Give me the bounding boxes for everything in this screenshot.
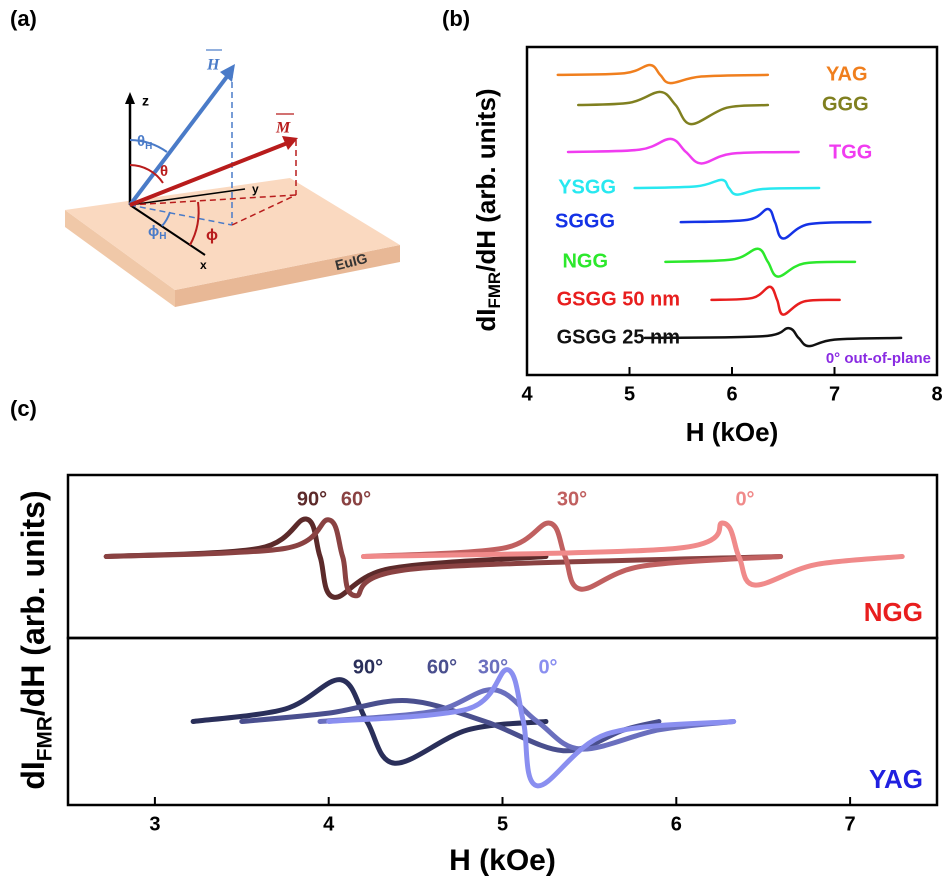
y-axis [129,188,246,206]
x-tick-label: 3 [149,813,160,835]
series-line [577,90,770,126]
angle-sub: H [145,141,152,152]
series-line [556,63,770,85]
x-axis-label: H (kOe) [686,417,778,447]
panel-label: (a) [10,6,37,31]
vector-label: M [275,120,291,137]
subplot-label: YAG [869,764,923,794]
h-vector [128,68,234,207]
series-label: 60° [341,488,371,510]
slab-front [175,245,400,307]
y-axis-label-part: /dH (arb. units) [471,88,501,271]
arrowhead [125,92,135,104]
series-line [360,520,905,588]
series-line [643,326,903,348]
theta-h-arc [129,139,168,153]
y-axis-label-part: dI [471,308,501,331]
x-tick-label: 8 [931,383,942,405]
m-vector [129,140,291,207]
series-label: 0° [735,488,754,510]
series-line [664,247,857,278]
x-axis-label: H (kOe) [449,844,556,877]
y-axis-label-part: dI [15,761,51,789]
series-label: GSGG 50 nm [557,288,680,310]
x-tick-label: 4 [521,383,533,405]
x-tick-label: 7 [829,383,840,405]
m-projection [129,194,297,206]
x-tick-label: 6 [726,383,737,405]
series-line [566,137,800,165]
series-line [103,516,549,600]
annotation: 0° out-of-plane [826,350,931,367]
series-label: 30° [557,488,587,510]
x-axis [129,204,206,256]
angle-symbol: θ [137,133,145,150]
axis-label: x [200,258,207,272]
slab-top [65,178,400,290]
series-line [326,667,737,789]
angle-sub: H [159,231,166,242]
series-label: 90° [297,488,327,510]
panel-a: (a) z y x H M θH θ ϕH ϕ EuIG [10,6,400,307]
angle-label: ϕ [206,227,218,244]
series-line [633,178,821,196]
film-label: EuIG [333,250,369,273]
series-line [103,517,784,599]
x-tick-label: 5 [624,383,635,405]
y-axis-label: dIFMR/dH (arb. units) [471,88,504,331]
x-tick-label: 6 [671,813,682,835]
series-line [710,285,841,316]
x-tick-label: 7 [845,813,856,835]
series-label: 90° [353,656,383,678]
angle-label: ϕH [148,223,166,242]
angle-label: θ [160,163,168,180]
angle-symbol: ϕ [148,223,159,240]
series-line [679,207,872,240]
slab-side [65,210,175,307]
series-label: GSGG 25 nm [557,326,680,348]
axis-label: y [252,182,259,196]
axis-label: z [142,93,149,109]
panel-label: (c) [10,396,37,421]
phi-arc [189,201,200,246]
angle-label: θH [137,133,152,152]
panel-label: (b) [442,6,470,31]
x-tick-label: 4 [323,813,335,835]
subplot-label: NGG [864,597,923,627]
series-label: TGG [829,141,872,163]
m-projection [231,194,297,226]
series-label: 0° [538,656,557,678]
y-axis-label-part: FMR [33,716,56,761]
series-line [317,687,737,752]
arrowhead [282,136,298,150]
phi-h-arc [161,211,171,227]
series-label: NGG [562,250,608,272]
y-axis-label-part: FMR [485,272,504,309]
series-label: YSGG [558,176,616,198]
series-label: YAG [826,63,868,85]
series-label: SGGG [555,210,615,232]
h-projection [129,204,233,226]
vector-label: H [206,57,220,74]
series-label: 60° [427,656,457,678]
y-axis-label: dIFMR/dH (arb. units) [15,490,56,789]
x-tick-label: 5 [497,813,508,835]
theta-arc [129,164,164,184]
series-line [360,520,784,592]
y-axis-label-part: /dH (arb. units) [15,490,51,716]
series-label: GGG [822,93,869,115]
